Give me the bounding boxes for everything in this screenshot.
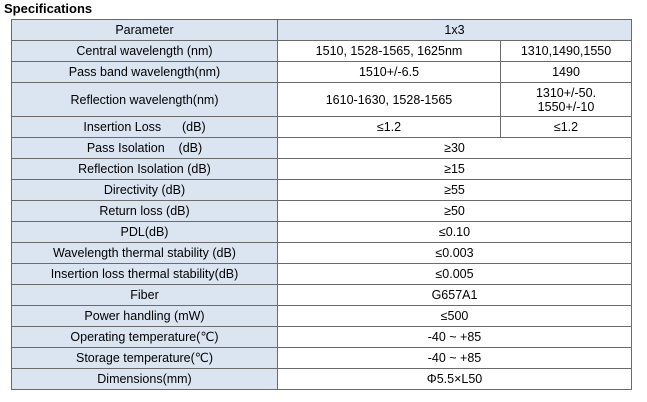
table-row: Pass Isolation (dB) ≥30 <box>11 137 632 159</box>
value-line: 1550+/-10 <box>537 99 595 114</box>
param-name: Pass band wavelength(nm) <box>11 61 278 83</box>
value-line: 1310+/-50. <box>535 85 597 100</box>
table-row: Insertion Loss (dB) ≤1.2 ≤1.2 <box>11 116 632 138</box>
value-cell: ≥55 <box>277 179 632 201</box>
header-config: 1x3 <box>277 19 632 41</box>
table-row: Directivity (dB) ≥55 <box>11 179 632 201</box>
param-name: Insertion loss thermal stability(dB) <box>11 263 278 285</box>
table-row: Wavelength thermal stability (dB) ≤0.003 <box>11 242 632 264</box>
table-row: Fiber G657A1 <box>11 284 632 306</box>
value-cell: 1490 <box>500 61 632 83</box>
param-name: Storage temperature(℃) <box>11 347 278 369</box>
value-cell: ≤1.2 <box>277 116 501 138</box>
value-cell: ≥30 <box>277 137 632 159</box>
value-cell: -40 ~ +85 <box>277 326 632 348</box>
value-cell: Φ5.5×L50 <box>277 368 632 390</box>
value-cell: ≥50 <box>277 200 632 222</box>
value-cell: 1610-1630, 1528-1565 <box>277 82 501 117</box>
param-name: PDL(dB) <box>11 221 278 243</box>
value-cell: 1310,1490,1550 <box>500 40 632 62</box>
value-cell: ≤500 <box>277 305 632 327</box>
value-cell: ≥15 <box>277 158 632 180</box>
value-cell: 1510, 1528-1565, 1625nm <box>277 40 501 62</box>
param-name: Insertion Loss (dB) <box>11 116 278 138</box>
table-row: Insertion loss thermal stability(dB) ≤0.… <box>11 263 632 285</box>
table-row: Pass band wavelength(nm) 1510+/-6.5 1490 <box>11 61 632 83</box>
value-cell: ≤0.005 <box>277 263 632 285</box>
header-parameter: Parameter <box>11 19 278 41</box>
param-name: Operating temperature(℃) <box>11 326 278 348</box>
param-name: Central wavelength (nm) <box>11 40 278 62</box>
table-row: Return loss (dB) ≥50 <box>11 200 632 222</box>
specifications-table: Parameter 1x3 Central wavelength (nm) 15… <box>11 19 632 390</box>
param-name: Dimensions(mm) <box>11 368 278 390</box>
table-header-row: Parameter 1x3 <box>11 19 632 41</box>
table-row: Operating temperature(℃) -40 ~ +85 <box>11 326 632 348</box>
param-name: Reflection Isolation (dB) <box>11 158 278 180</box>
table-row: Power handling (mW) ≤500 <box>11 305 632 327</box>
value-cell: 1310+/-50. 1550+/-10 <box>500 82 632 117</box>
param-name: Directivity (dB) <box>11 179 278 201</box>
param-name: Return loss (dB) <box>11 200 278 222</box>
section-title: Specifications <box>4 1 93 16</box>
table-row: PDL(dB) ≤0.10 <box>11 221 632 243</box>
table-row: Central wavelength (nm) 1510, 1528-1565,… <box>11 40 632 62</box>
param-name: Fiber <box>11 284 278 306</box>
table-row: Reflection wavelength(nm) 1610-1630, 152… <box>11 82 632 117</box>
value-cell: ≤0.003 <box>277 242 632 264</box>
param-name: Power handling (mW) <box>11 305 278 327</box>
param-name: Reflection wavelength(nm) <box>11 82 278 117</box>
value-cell: ≤0.10 <box>277 221 632 243</box>
table-row: Storage temperature(℃) -40 ~ +85 <box>11 347 632 369</box>
param-name: Pass Isolation (dB) <box>11 137 278 159</box>
table-row: Reflection Isolation (dB) ≥15 <box>11 158 632 180</box>
value-cell: -40 ~ +85 <box>277 347 632 369</box>
value-cell: G657A1 <box>277 284 632 306</box>
table-row: Dimensions(mm) Φ5.5×L50 <box>11 368 632 390</box>
value-cell: ≤1.2 <box>500 116 632 138</box>
param-name: Wavelength thermal stability (dB) <box>11 242 278 264</box>
value-cell: 1510+/-6.5 <box>277 61 501 83</box>
